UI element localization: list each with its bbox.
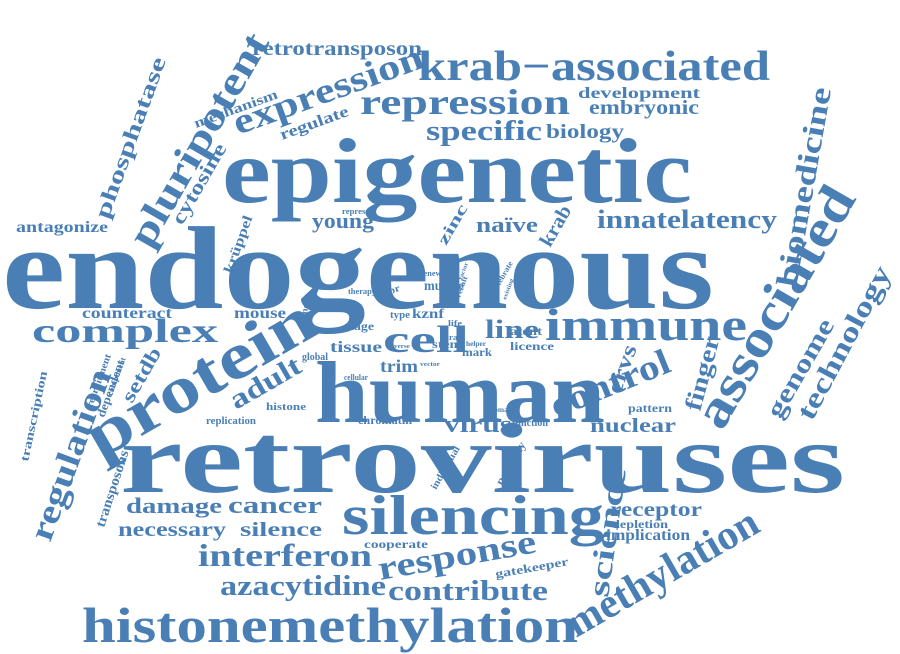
word-factor: factor [458, 261, 470, 280]
word-stem: stem [432, 337, 462, 351]
word-cancer: cancer [228, 493, 322, 519]
word-biology: biology [546, 121, 624, 143]
word-histone: histone [266, 402, 307, 413]
word-krab-associated: krab−associated [418, 44, 770, 90]
word-replication: replication [206, 416, 256, 427]
word-complex: complex [32, 313, 218, 350]
word-retrotransposon: retrotransposon [252, 38, 422, 60]
word-function: function [512, 418, 548, 429]
word-receptor: receptor [610, 499, 702, 521]
word-contribute: contribute [388, 576, 548, 607]
word-pattern: pattern [628, 401, 672, 415]
word-renewal: renewal [420, 269, 449, 278]
word-cooperate: cooperate [364, 537, 429, 551]
word-implication: implication [606, 527, 690, 544]
word-cell: cell [383, 319, 469, 361]
word-latent: latent [506, 324, 542, 338]
word-immune: immune [545, 299, 747, 350]
word-epigenetic: epigenetic [222, 120, 692, 222]
word-retroviruses: retroviruses [120, 403, 845, 514]
word-antagonize: antagonize [16, 219, 108, 236]
word-histonemethylation: histonemethylation [82, 597, 578, 653]
word-embryonic: embryonic [589, 97, 699, 119]
word-nuclear: nuclear [590, 415, 676, 437]
word-viral: viral [442, 333, 461, 342]
word-damage: damage [126, 493, 222, 518]
word-specific: specific [426, 116, 542, 147]
word-human: human [315, 345, 605, 442]
word-global: global [302, 352, 328, 363]
word-helper: helper [466, 340, 486, 348]
word-diverse: diverse [388, 344, 410, 350]
word-stage: stage [344, 319, 375, 333]
word-chromatin: chromatin [358, 413, 412, 427]
word-repression: repression [360, 82, 570, 122]
word-domain: domain [490, 406, 514, 414]
word-endogenous: endogenous [2, 203, 714, 334]
word-naive: naïve [476, 212, 538, 237]
word-trim: trim [380, 356, 418, 376]
word-depletion: depletion [612, 517, 668, 531]
word-silence: silence [240, 519, 322, 541]
word-line: line [485, 315, 539, 344]
word-transcription: transcription [17, 369, 50, 462]
word-mouse: mouse [234, 305, 286, 322]
word-licence: licence [510, 339, 555, 353]
word-represses: represses [342, 207, 376, 216]
word-murine: murine [424, 279, 464, 294]
word-counteract: counteract [82, 305, 173, 322]
word-tissue: tissue [330, 339, 382, 356]
word-life: life [448, 319, 463, 328]
word-therapy: therapy [348, 287, 376, 296]
word-silencing: silencing [342, 485, 604, 547]
word-young: young [312, 208, 374, 233]
word-development: development [578, 85, 701, 102]
word-necessary: necessary [118, 519, 226, 541]
word-innatelatency: innatelatency [597, 205, 777, 234]
word-virus: virus [444, 412, 512, 438]
word-kznf: kznf [412, 307, 444, 322]
word-vector: vector [420, 362, 440, 368]
word-mark: mark [462, 345, 492, 359]
word-type: type [390, 310, 411, 321]
word-azacytidine: azacytidine [220, 571, 386, 602]
word-cellular: cellular [344, 373, 368, 382]
word-interferon: interferon [198, 537, 372, 573]
